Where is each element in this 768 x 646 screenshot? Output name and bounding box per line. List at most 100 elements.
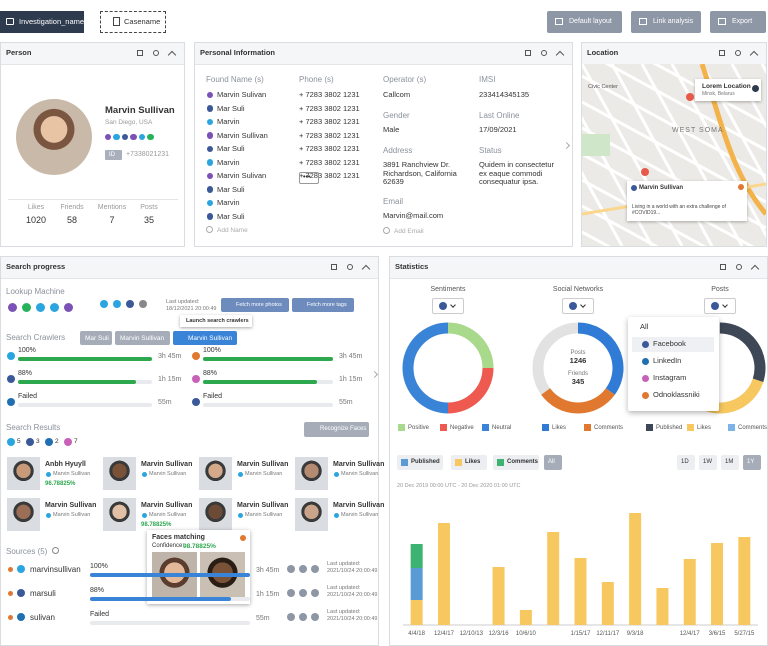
all-filter[interactable] <box>544 455 562 470</box>
map-pin <box>641 168 649 176</box>
header-icon[interactable] <box>736 264 742 270</box>
map-pin <box>686 93 694 101</box>
result-source: Marvin Sullivan <box>341 471 379 477</box>
range-button[interactable] <box>699 455 717 470</box>
menu-icon <box>641 374 649 382</box>
tooltip-label: Launch search crawlers <box>186 318 249 324</box>
column-label: Found Name (s) <box>206 75 264 84</box>
header-icon[interactable] <box>541 50 547 56</box>
header-icon[interactable] <box>735 50 741 56</box>
add-email: Add Email <box>394 228 424 235</box>
x-tick-label: 12/4/17 <box>433 631 454 637</box>
header-icon[interactable] <box>347 264 353 270</box>
more-button[interactable] <box>299 172 319 184</box>
x-tick-label: 5/27/15 <box>734 631 755 637</box>
crawler-chip[interactable] <box>173 331 237 345</box>
panel-title: Search progress <box>6 262 66 271</box>
section-label: Search Crawlers <box>6 333 66 342</box>
source-icon <box>45 512 51 518</box>
result-source: Marvin Sullivan <box>245 471 283 477</box>
range-button[interactable] <box>721 455 739 470</box>
pin-popup <box>695 79 761 101</box>
lookup-icon <box>63 302 73 312</box>
crawler-network-icon <box>192 398 200 406</box>
result-photo <box>103 498 136 531</box>
post-card <box>627 181 747 221</box>
series-filter[interactable] <box>397 455 443 470</box>
field-label: IMSI <box>479 75 496 84</box>
source-status: 100% <box>90 563 108 570</box>
button-icon <box>718 18 726 25</box>
range-button[interactable] <box>677 455 695 470</box>
lookup-icon <box>21 302 31 312</box>
map-label: WEST SOMA <box>672 127 724 134</box>
phone: + 7283 3802 1231 <box>299 157 360 167</box>
series-filter[interactable] <box>451 455 487 470</box>
close-icon <box>738 184 744 190</box>
source-status: 88% <box>90 587 105 594</box>
fetch-button[interactable] <box>292 298 354 312</box>
header-icon[interactable] <box>719 50 725 56</box>
social-icon <box>138 133 146 141</box>
section-label: Sources (5) <box>6 547 48 556</box>
series-filter[interactable] <box>493 455 539 470</box>
case-tab[interactable] <box>100 11 166 33</box>
network-dropdown[interactable] <box>562 298 594 314</box>
crawler-time: 3h 45m <box>339 353 363 360</box>
bar <box>629 513 642 625</box>
crawler-chip[interactable] <box>115 331 170 345</box>
investigation-tab[interactable] <box>0 11 84 33</box>
lookup-status-icon <box>139 300 147 308</box>
bar <box>410 568 423 600</box>
network-icon <box>206 118 214 126</box>
center-label: Friends <box>567 371 588 377</box>
header-icon[interactable] <box>331 264 337 270</box>
range-button[interactable] <box>743 455 761 470</box>
bar <box>410 544 423 568</box>
source-name: marvinsullivan <box>30 565 81 574</box>
remove-icon <box>7 566 13 572</box>
network-icon <box>206 213 214 220</box>
menu-highlight[interactable] <box>632 337 714 352</box>
result-name: Marvin Sullivan <box>333 502 385 509</box>
field-label: Email <box>383 197 404 206</box>
header-icon[interactable] <box>137 50 143 56</box>
crawler-status: Failed <box>18 393 38 400</box>
panel-title: Statistics <box>395 262 429 271</box>
network-dropdown[interactable] <box>432 298 464 314</box>
social-icon <box>147 133 154 141</box>
person-phone: +7338021231 <box>126 151 170 158</box>
avatar <box>16 99 92 175</box>
field-value: 3891 Ranchview Dr. Richardson, Californi… <box>383 160 457 187</box>
result-name: Marvin Sullivan <box>333 461 385 468</box>
x-tick-label: 9/3/18 <box>626 631 644 637</box>
header-icon[interactable] <box>153 50 159 56</box>
toolbar-button[interactable] <box>710 11 766 33</box>
network-icon <box>206 159 214 166</box>
legend-label: Likes <box>552 425 567 431</box>
phone: + 7283 3802 1231 <box>299 144 360 153</box>
series-swatch <box>401 459 408 466</box>
recognize-button[interactable] <box>304 422 369 437</box>
fetch-button[interactable] <box>221 298 289 312</box>
crawler-time: 55m <box>158 399 172 406</box>
crawler-status: Failed <box>203 393 223 400</box>
chip-label: Mar Suli <box>85 335 109 342</box>
result-score: 96.78825% <box>45 481 76 487</box>
field-label: Gender <box>383 111 410 120</box>
x-tick-label: 12/10/13 <box>459 631 483 637</box>
source-status: Failed <box>90 611 110 618</box>
header-icon[interactable] <box>720 264 726 270</box>
faces-title: Faces matching <box>152 534 205 541</box>
toolbar-button[interactable] <box>547 11 622 33</box>
info-icon <box>751 84 759 92</box>
x-tick-label: 1/15/17 <box>570 631 591 637</box>
fetch-button-label: Fetch more tags <box>307 302 347 308</box>
bar <box>711 543 724 625</box>
header-icon[interactable] <box>525 50 531 56</box>
network-dropdown[interactable] <box>704 298 736 314</box>
toolbar-button[interactable] <box>631 11 701 33</box>
case-name: Casename <box>124 17 161 26</box>
crawler-chip[interactable] <box>80 331 112 345</box>
